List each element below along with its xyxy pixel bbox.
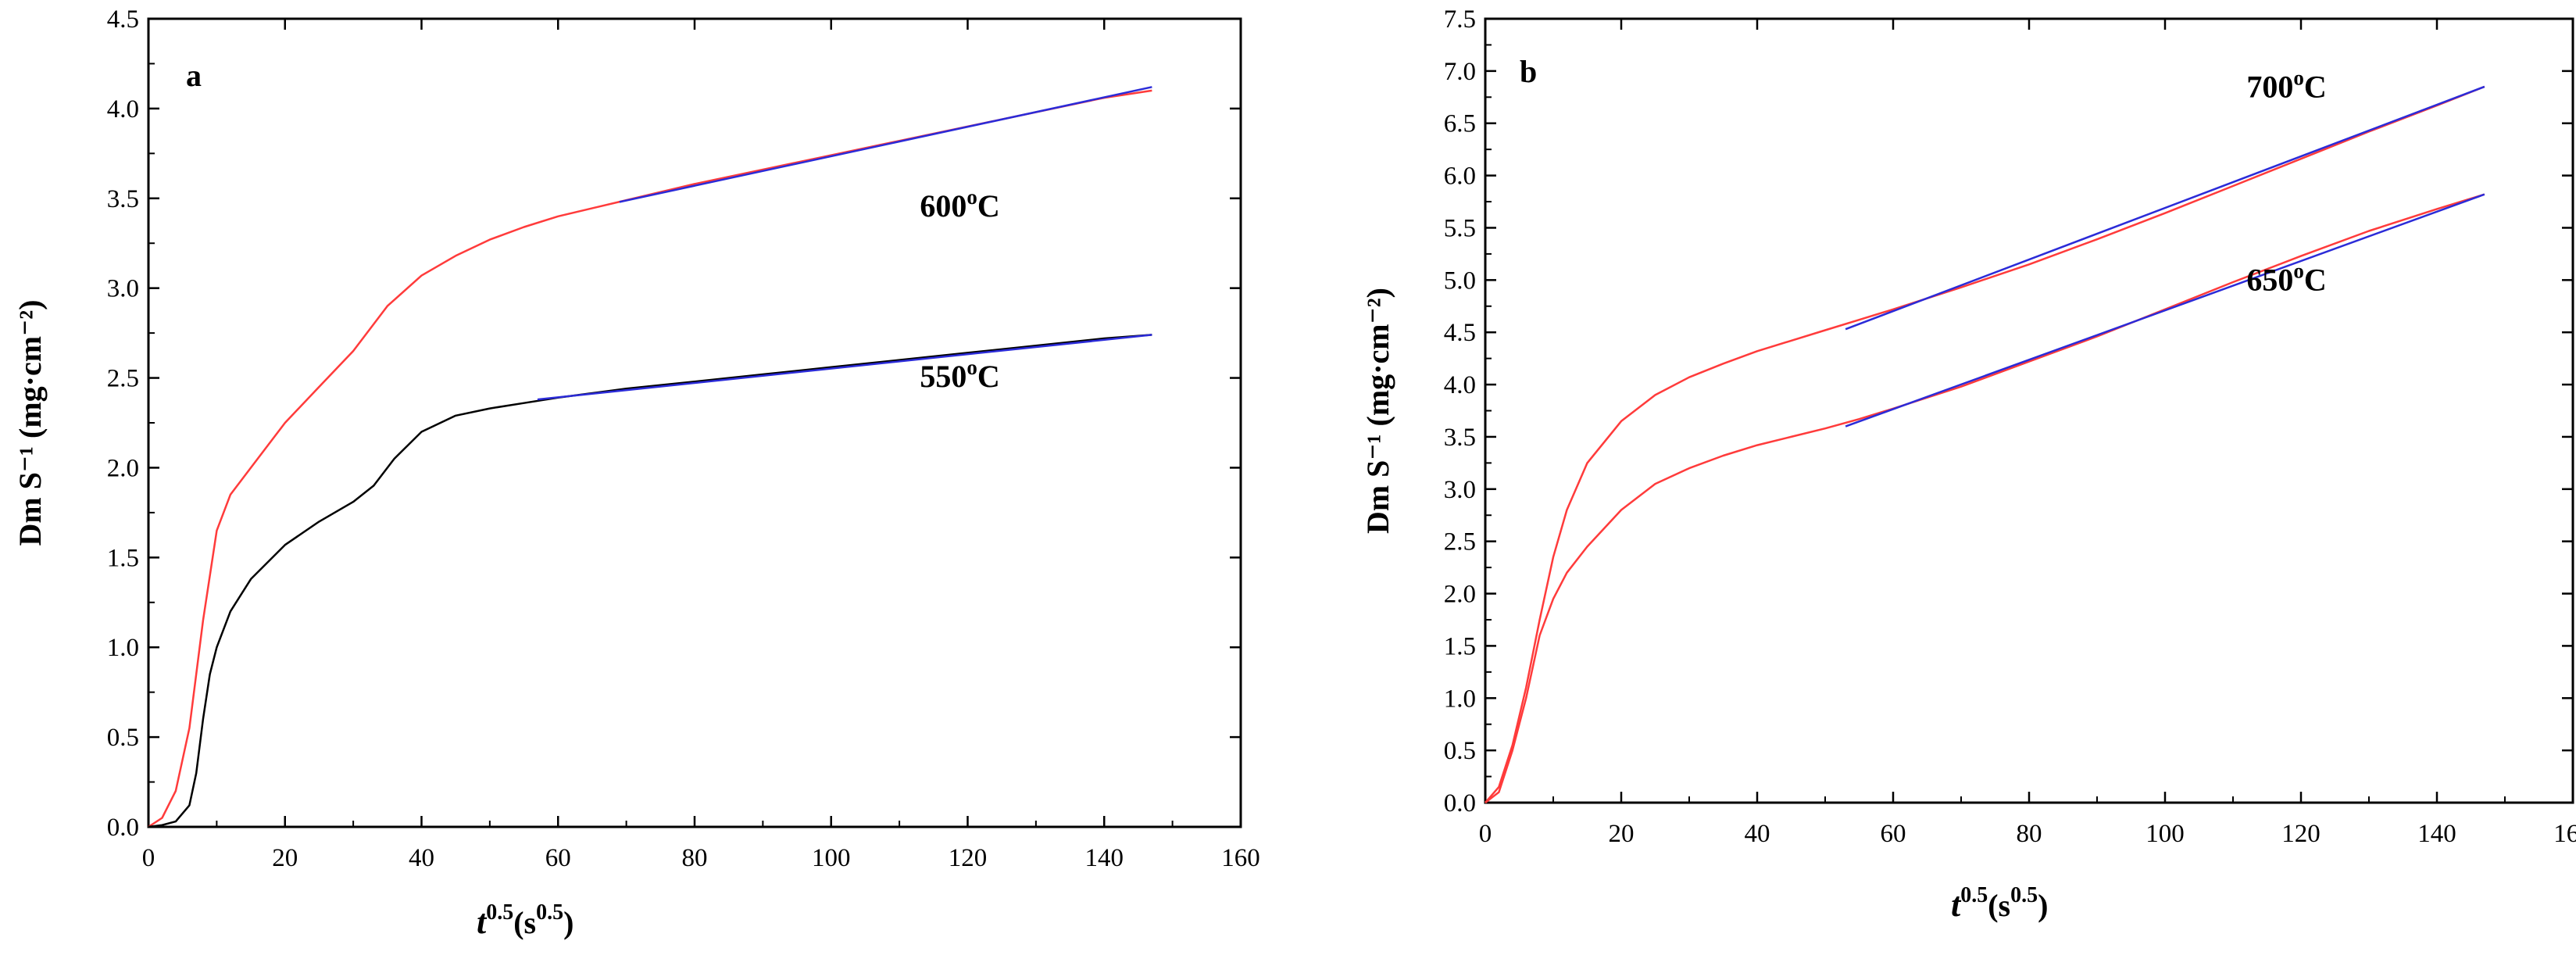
panel-label: b [1520, 54, 1537, 89]
y-tick-label: 0.5 [107, 724, 139, 752]
plot-frame [147, 17, 1242, 828]
x-axis-title: t0.5(s0.5) [1951, 883, 2048, 924]
y-tick-label: 0.0 [1444, 789, 1476, 818]
y-axis-title: Dm S⁻¹ (mg·cm⁻²) [1360, 288, 1395, 534]
y-tick-label: 2.0 [1444, 581, 1476, 609]
y-tick-label: 3.5 [107, 185, 139, 213]
series-line [619, 86, 1152, 203]
y-tick-label: 4.5 [107, 5, 139, 34]
y-axis-title: Dm S⁻¹ (mg·cm⁻²) [13, 299, 48, 546]
y-tick-label: 1.0 [1444, 685, 1476, 713]
y-tick-label: 2.0 [107, 454, 139, 482]
x-tick-label: 40 [409, 844, 434, 872]
x-tick-label: 160 [1221, 844, 1260, 872]
y-tick-label: 6.0 [1444, 163, 1476, 191]
y-tick-label: 4.0 [1444, 371, 1476, 399]
x-axis-title: t0.5(s0.5) [477, 900, 573, 941]
x-tick-label: 20 [1609, 820, 1635, 848]
series-label: 550oC [920, 356, 999, 394]
x-tick-label: 60 [545, 844, 571, 872]
x-tick-label: 160 [2553, 820, 2576, 848]
y-tick-label: 2.5 [1444, 528, 1476, 556]
x-tick-label: 100 [2145, 820, 2185, 848]
series-label: 700oC [2246, 66, 2326, 104]
y-tick-label: 3.0 [1444, 476, 1476, 504]
y-tick-label: 3.5 [1444, 424, 1476, 452]
series-line [537, 334, 1152, 401]
x-tick-label: 20 [272, 844, 298, 872]
y-tick-label: 5.5 [1444, 214, 1476, 242]
y-tick-label: 4.0 [107, 95, 139, 123]
x-tick-label: 40 [1745, 820, 1770, 848]
y-tick-label: 1.0 [107, 634, 139, 662]
series-line [1485, 193, 2485, 803]
plot-frame [1484, 17, 2574, 804]
x-tick-label: 0 [142, 844, 155, 872]
y-tick-label: 2.5 [107, 365, 139, 393]
y-tick-label: 0.0 [107, 814, 139, 842]
x-tick-label: 120 [2281, 820, 2321, 848]
y-tick-label: 1.5 [107, 544, 139, 572]
y-tick-label: 3.0 [107, 275, 139, 303]
x-tick-label: 140 [1085, 844, 1124, 872]
series-line [148, 89, 1152, 828]
x-tick-label: 80 [2017, 820, 2042, 848]
x-tick-label: 120 [949, 844, 988, 872]
x-tick-label: 100 [812, 844, 851, 872]
x-tick-label: 140 [2417, 820, 2456, 848]
series-line [1845, 85, 2485, 331]
y-tick-label: 6.5 [1444, 110, 1476, 138]
series-line [148, 334, 1152, 828]
chart-panel-b: 0 20 40 60 80 100 120 140 160 0.0 0.5 1.0 1.5 2.0 2.5 3… [1360, 5, 2576, 924]
y-tick-label: 7.0 [1444, 58, 1476, 86]
y-tick-label: 4.5 [1444, 319, 1476, 347]
panel-label: a [186, 58, 202, 93]
x-tick-label: 0 [1479, 820, 1492, 848]
series-label: 650oC [2246, 259, 2326, 298]
x-tick-label: 60 [1881, 820, 1906, 848]
chart-panel-a: 0 20 40 60 80 100 120 140 160 0.0 0.5 1.0 1.5 2.0 2.5 3… [13, 5, 1260, 941]
y-tick-label: 1.5 [1444, 632, 1476, 660]
x-tick-label: 80 [682, 844, 708, 872]
y-tick-label: 5.0 [1444, 267, 1476, 295]
y-tick-label: 0.5 [1444, 737, 1476, 765]
series-line [1485, 85, 2485, 803]
y-tick-label: 7.5 [1444, 5, 1476, 34]
series-label: 600oC [920, 185, 999, 224]
series-line [1845, 193, 2485, 428]
